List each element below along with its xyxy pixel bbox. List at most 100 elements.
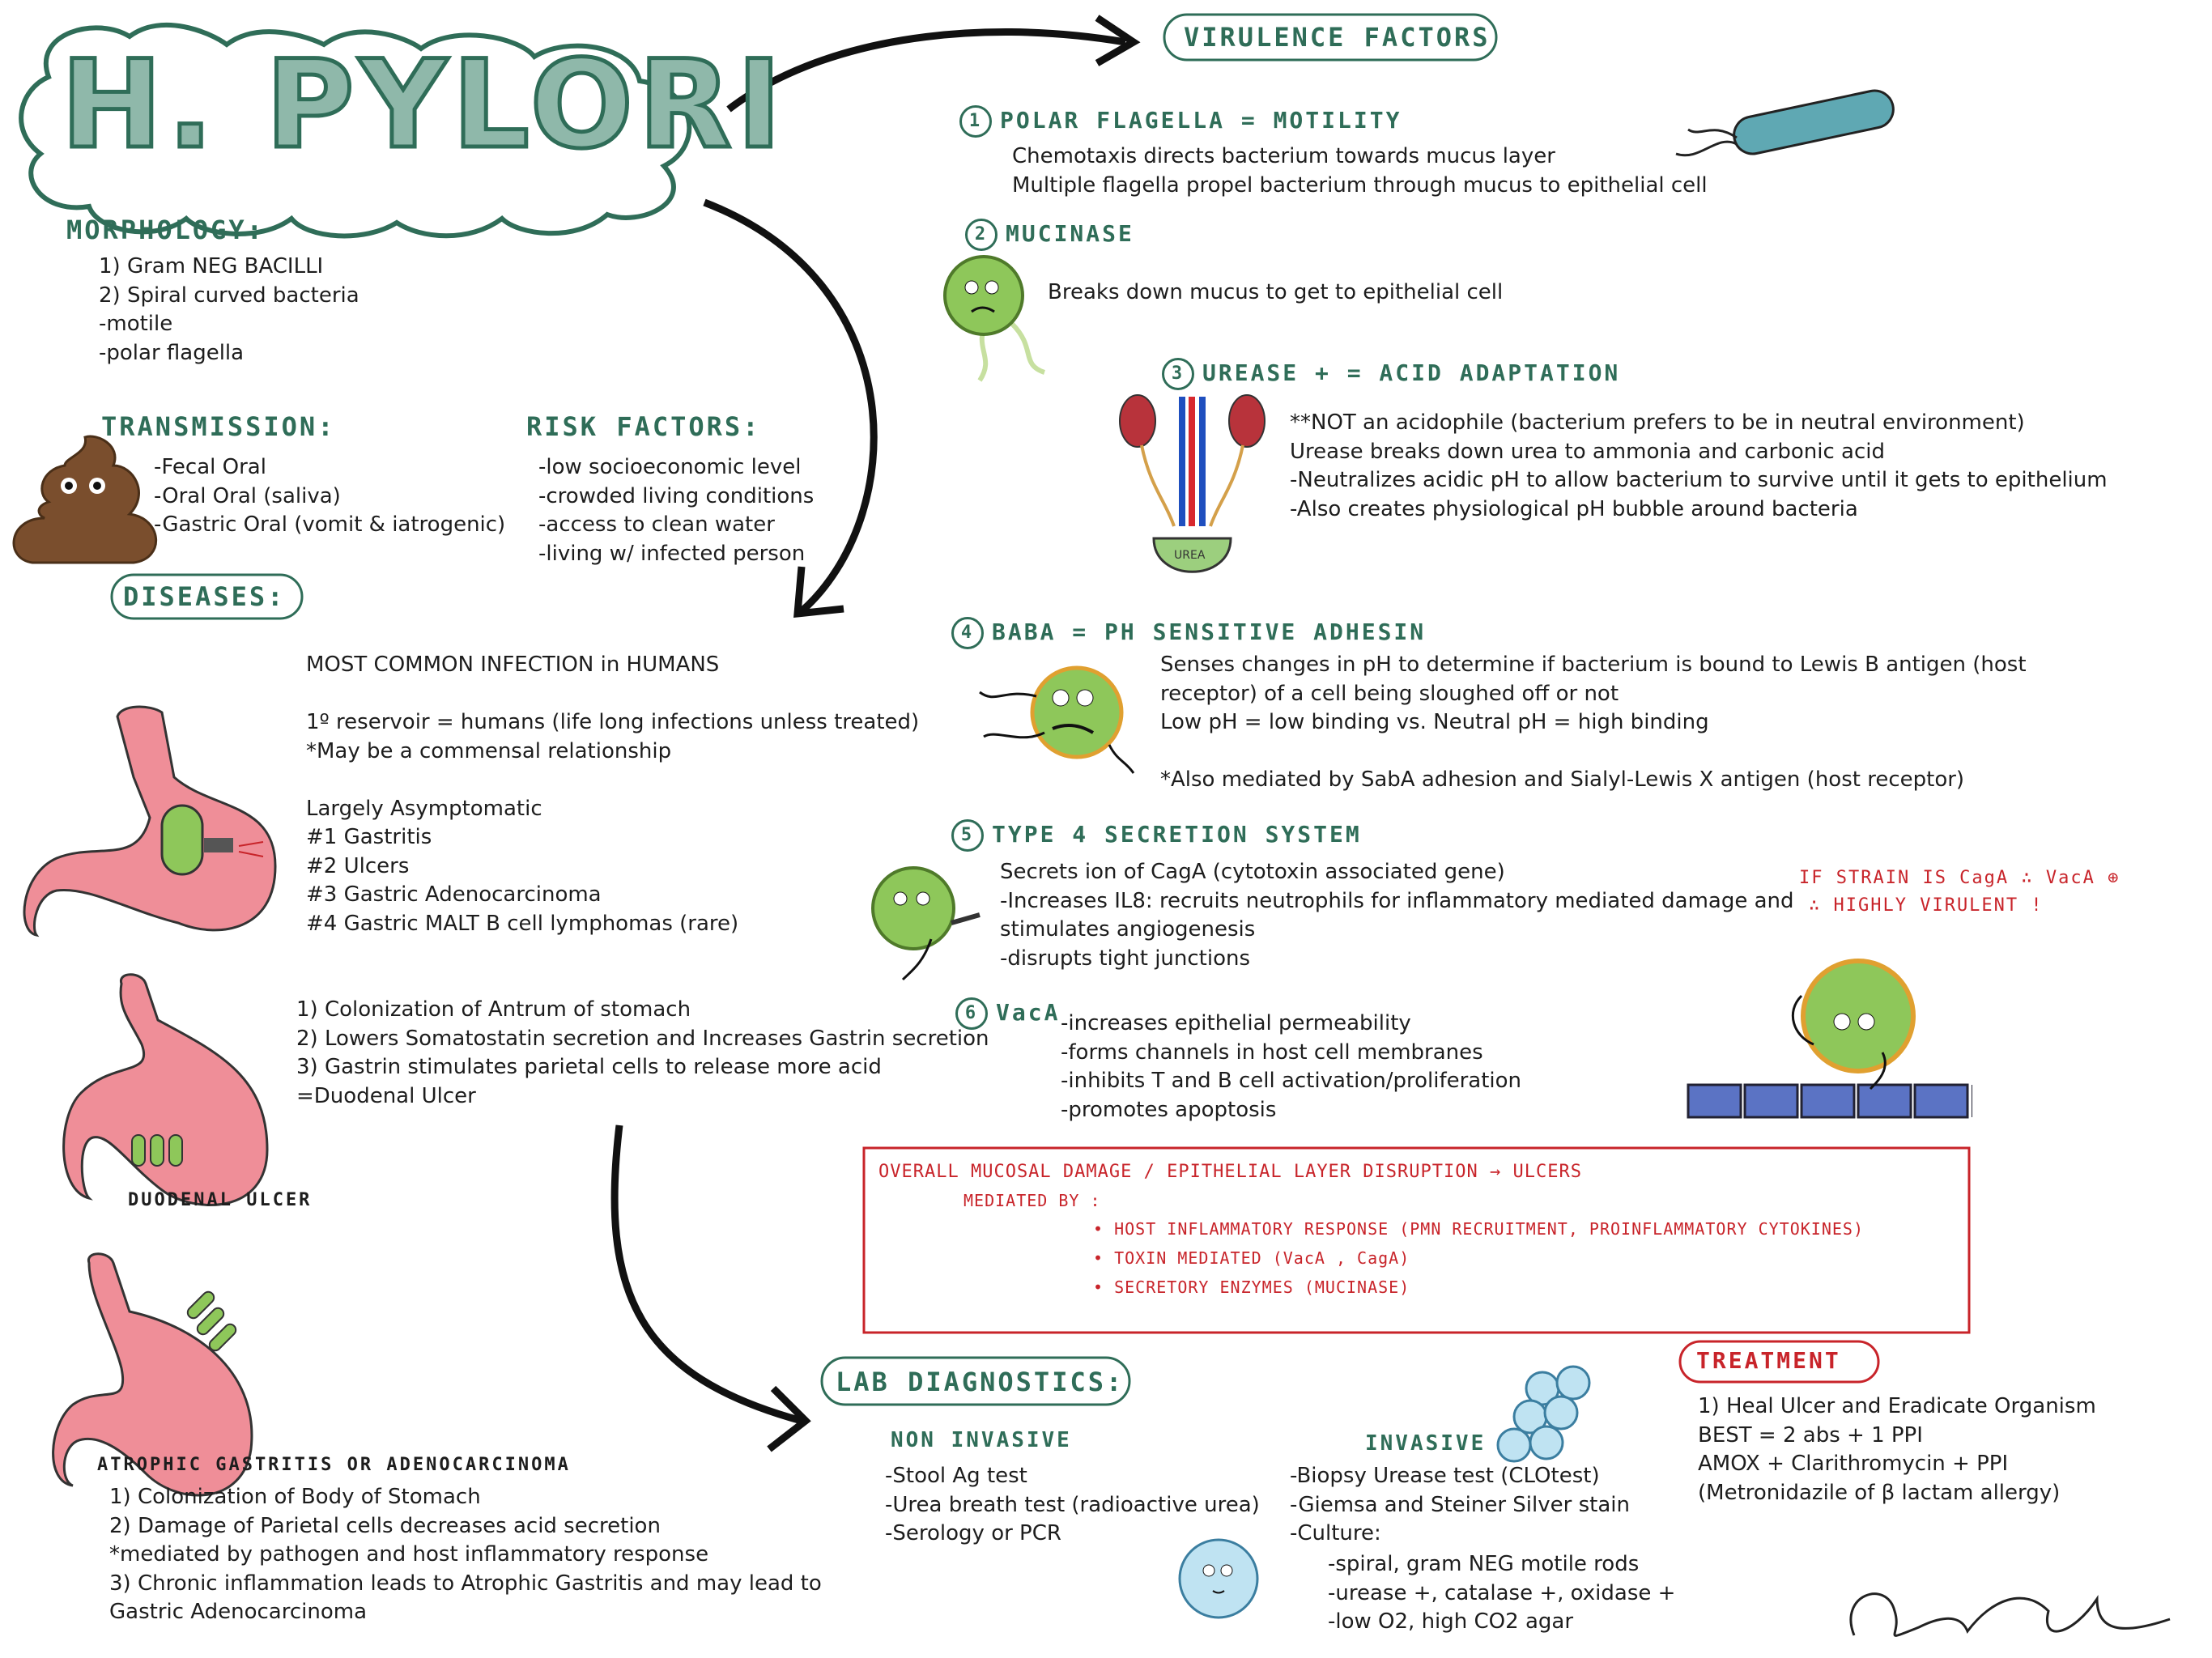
lab-heading: LAB DIAGNOSTICS: [836,1367,1125,1397]
text-line: 3) Chronic inflammation leads to Atrophi… [109,1571,822,1596]
text-line: receptor) of a cell being sloughed off o… [1160,681,1619,706]
text-line: 1) Colonization of Body of Stomach [109,1485,481,1509]
arrow-to-virulence-head [1095,15,1141,66]
text-line: Gastric Adenocarcinoma [109,1600,368,1624]
list-item: -motile [99,312,173,336]
overall-sub: MEDIATED BY : [963,1191,1101,1210]
transmission-heading: TRANSMISSION: [101,411,336,442]
list-item: -Serology or PCR [885,1521,1061,1545]
stomach-gastritis-icon [23,705,277,937]
list-item: -low O2, high CO2 agar [1328,1609,1574,1634]
text-line: 2) Lowers Somatostatin secretion and Inc… [296,1026,989,1051]
urinary-system-icon: UREA [1119,394,1266,573]
note-line: ∴ HIGHLY VIRULENT ! [1809,895,2044,916]
factor-number: 2 [965,219,998,251]
stomach-duodenal-icon [62,973,269,1206]
note-line: IF STRAIN IS CagA ∴ VacA ⊕ [1799,868,2121,888]
factor-title-text: TYPE 4 SECRETION SYSTEM [992,821,1362,848]
factor-number: 6 [955,997,988,1030]
overall-damage-content: OVERALL MUCOSAL DAMAGE / EPITHELIAL LAYE… [878,1158,1864,1302]
bladder-label: UREA [1174,549,1206,562]
treatment-heading: TREATMENT [1696,1347,1841,1374]
text-line: 3) Gastrin stimulates parietal cells to … [296,1055,882,1079]
treatment-heading-box [1678,1340,1880,1384]
text-line: Breaks down mucus to get to epithelial c… [1048,280,1504,304]
list-item: AMOX + Clarithromycin + PPI [1698,1452,2009,1476]
lab-heading-box [820,1356,1131,1406]
arrow-to-lab [610,1124,803,1425]
factor-number: 5 [951,819,984,852]
list-item: -low socioeconomic level [538,455,802,479]
arrow-to-diseases [703,198,878,614]
list-item: -crowded living conditions [538,483,815,508]
text-line: #1 Gastritis [306,825,432,849]
factor-1-title: 1 POLAR FLAGELLA = MOTILITY [959,105,1402,138]
text-line: #2 Ulcers [306,853,410,878]
stomach-atrophic-icon [52,1252,253,1497]
text-line: MOST COMMON INFECTION in HUMANS [306,653,720,677]
t4ss-bacterium-icon [871,866,981,981]
duodenal-ulcer-label: DUODENAL ULCER [128,1190,313,1210]
virulence-heading: VIRULENCE FACTORS [1184,22,1491,53]
text-line: =Duodenal Ulcer [296,1083,476,1108]
text-line: -forms channels in host cell membranes [1061,1039,1483,1065]
list-item: -Oral Oral (saliva) [154,483,341,508]
factor-2-title: 2 MUCINASE [965,219,1134,251]
list-item: BEST = 2 abs + 1 PPI [1698,1422,1923,1448]
list-item: -Fecal Oral [154,455,266,479]
factor-6-title: 6 VacA [955,997,1060,1030]
baba-bacterium-icon [979,665,1135,774]
factor-6-text: -increases epithelial permeability -form… [1061,1010,1521,1124]
diseases-heading: DISEASES: [123,581,286,612]
text-line: Multiple flagella propel bacterium throu… [1012,172,1708,198]
mucinase-bacterium-icon [943,255,1046,382]
overall-item: • HOST INFLAMMATORY RESPONSE (PMN RECRUI… [1093,1219,1864,1239]
text-line: -Neutralizes acidic pH to allow bacteriu… [1290,468,2108,492]
text-line: #4 Gastric MALT B cell lymphomas (rare) [306,911,739,936]
morphology-heading: MORPHOLOGY: [66,215,265,245]
invasive-heading: INVASIVE [1365,1431,1487,1456]
overall-item: • SECRETORY ENZYMES (MUCINASE) [1093,1278,1410,1297]
arrow-to-lab-head [767,1385,811,1452]
cag-vaca-note: IF STRAIN IS CagA ∴ VacA ⊕ ∴ HIGHLY VIRU… [1799,865,2120,920]
vaca-bacterium-epithelium-icon [1687,959,1972,1119]
list-item: 1) Gram NEG BACILLI [99,254,324,278]
list-item: -Stool Ag test [885,1464,1027,1488]
text-line: -promotes apoptosis [1061,1097,1277,1122]
culture-list: -spiral, gram NEG motile rods -urease +,… [1328,1550,1675,1637]
factor-3-title: 3 UREASE + = ACID ADAPTATION [1162,358,1620,390]
text-line [306,766,919,795]
text-line: Urease breaks down urea to ammonia and c… [1290,439,1885,464]
poop-icon [12,435,157,564]
text-line [306,680,919,709]
risk-factors-heading: RISK FACTORS: [526,411,761,442]
factor-5-title: 5 TYPE 4 SECRETION SYSTEM [951,819,1362,852]
text-line: -Increases IL8: recruits neutrophils for… [1000,888,1794,913]
text-line: *mediated by pathogen and host inflammat… [109,1542,709,1567]
text-line: Chemotaxis directs bacterium towards muc… [1012,144,1555,168]
diseases-heading-box [110,573,304,620]
factor-number: 1 [959,105,992,138]
list-item: -Urea breath test (radioactive urea) [885,1492,1260,1517]
noninvasive-list: -Stool Ag test -Urea breath test (radioa… [885,1462,1260,1549]
text-line: *May be a commensal relationship [306,738,672,763]
text-line: 1º reservoir = humans (life long infecti… [306,710,920,734]
atrophic-label: ATROPHIC GASTRITIS OR ADENOCARCINOMA [97,1455,571,1475]
list-item: -living w/ infected person [538,541,806,566]
arrow-to-virulence [726,28,1126,113]
factor-number: 4 [951,617,984,649]
factor-title-text: VacA [996,999,1061,1026]
list-item: 2) Spiral curved bacteria [99,283,359,308]
flagellated-rod-icon [1675,89,1895,157]
text-line: *Also mediated by SabA adhesion and Sial… [1160,767,1965,792]
text-line: 2) Damage of Parietal cells decreases ac… [109,1513,661,1538]
invasive-list: -Biopsy Urease test (CLOtest) -Giemsa an… [1290,1462,1630,1549]
text-line: -inhibits T and B cell activation/prolif… [1061,1069,1522,1093]
factor-2-text: Breaks down mucus to get to epithelial c… [1048,278,1503,308]
atrophic-list: 1) Colonization of Body of Stomach 2) Da… [109,1483,822,1627]
diseases-intro: MOST COMMON INFECTION in HUMANS 1º reser… [306,651,919,938]
factor-3-text: **NOT an acidophile (bacterium prefers t… [1290,409,2108,524]
noninvasive-heading: NON INVASIVE [891,1428,1072,1452]
text-line: stimulates angiogenesis [1000,917,1256,942]
